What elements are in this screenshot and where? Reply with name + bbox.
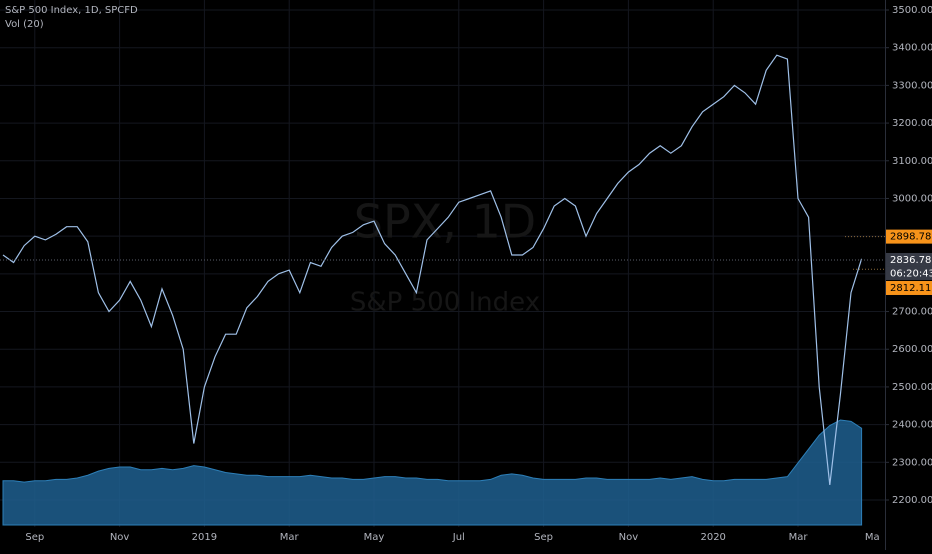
price-marker-label: 2836.78 xyxy=(890,255,931,266)
x-tick-label: Mar xyxy=(789,532,809,543)
y-tick-label: 3200.00 xyxy=(892,118,932,129)
price-line xyxy=(2,54,863,485)
countdown-label: 06:20:43 xyxy=(890,268,932,279)
y-tick-label: 3500.00 xyxy=(892,5,932,16)
y-tick-label: 3400.00 xyxy=(892,43,932,54)
y-tick-label: 3000.00 xyxy=(892,193,932,204)
y-tick-label: 3100.00 xyxy=(892,156,932,167)
price-marker-label: 2812.11 xyxy=(890,283,931,294)
y-tick-label: 2400.00 xyxy=(892,420,932,431)
x-tick-label: Ma xyxy=(865,532,880,543)
x-tick-label: Jul xyxy=(452,532,465,543)
y-tick-label: 2700.00 xyxy=(892,307,932,318)
volume-area xyxy=(2,419,863,526)
price-marker-box xyxy=(886,280,932,295)
x-tick-label: May xyxy=(364,532,385,543)
x-tick-label: 2020 xyxy=(700,532,725,543)
chart-title: S&P 500 Index, 1D, SPCFD xyxy=(5,5,138,16)
countdown-box xyxy=(886,266,932,280)
legend-entry: Vol (20) xyxy=(5,19,44,30)
x-tick-label: Mar xyxy=(280,532,300,543)
x-tick-label: Nov xyxy=(619,532,639,543)
price-marker-box xyxy=(886,252,932,267)
y-tick-label: 2300.00 xyxy=(892,457,932,468)
x-tick-label: Sep xyxy=(25,532,44,543)
price-marker-label: 2898.78 xyxy=(890,232,931,243)
y-tick-label: 2200.00 xyxy=(892,495,932,506)
x-tick-label: Sep xyxy=(534,532,553,543)
price-marker-box xyxy=(886,229,932,244)
y-tick-label: 2500.00 xyxy=(892,382,932,393)
x-tick-label: Nov xyxy=(110,532,130,543)
y-tick-label: 2600.00 xyxy=(892,344,932,355)
y-tick-label: 3300.00 xyxy=(892,80,932,91)
watermark-subtitle: S&P 500 Index xyxy=(350,288,540,318)
x-tick-label: 2019 xyxy=(192,532,217,543)
